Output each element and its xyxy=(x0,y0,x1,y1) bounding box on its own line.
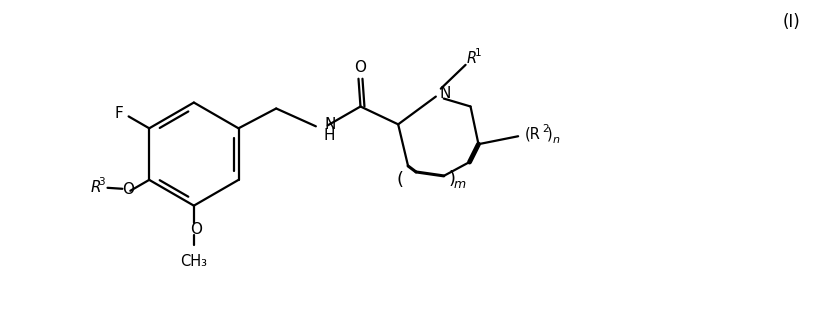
Text: CH₃: CH₃ xyxy=(180,254,207,269)
Text: H: H xyxy=(324,128,335,143)
Text: R: R xyxy=(467,51,477,66)
Text: (I): (I) xyxy=(783,13,800,31)
Text: n: n xyxy=(553,135,559,145)
Text: (: ( xyxy=(396,171,404,189)
Text: R: R xyxy=(90,180,101,195)
Text: 1: 1 xyxy=(475,48,482,58)
Text: (R: (R xyxy=(525,127,541,142)
Text: 2: 2 xyxy=(543,124,549,134)
Text: O: O xyxy=(354,60,367,75)
Text: ): ) xyxy=(547,127,553,142)
Text: m: m xyxy=(453,178,466,191)
Text: O: O xyxy=(122,182,135,197)
Text: F: F xyxy=(114,106,123,121)
Text: N: N xyxy=(324,117,335,132)
Text: O: O xyxy=(190,222,202,237)
Text: ): ) xyxy=(449,170,455,188)
Text: 3: 3 xyxy=(98,177,105,187)
Text: N: N xyxy=(439,86,450,101)
